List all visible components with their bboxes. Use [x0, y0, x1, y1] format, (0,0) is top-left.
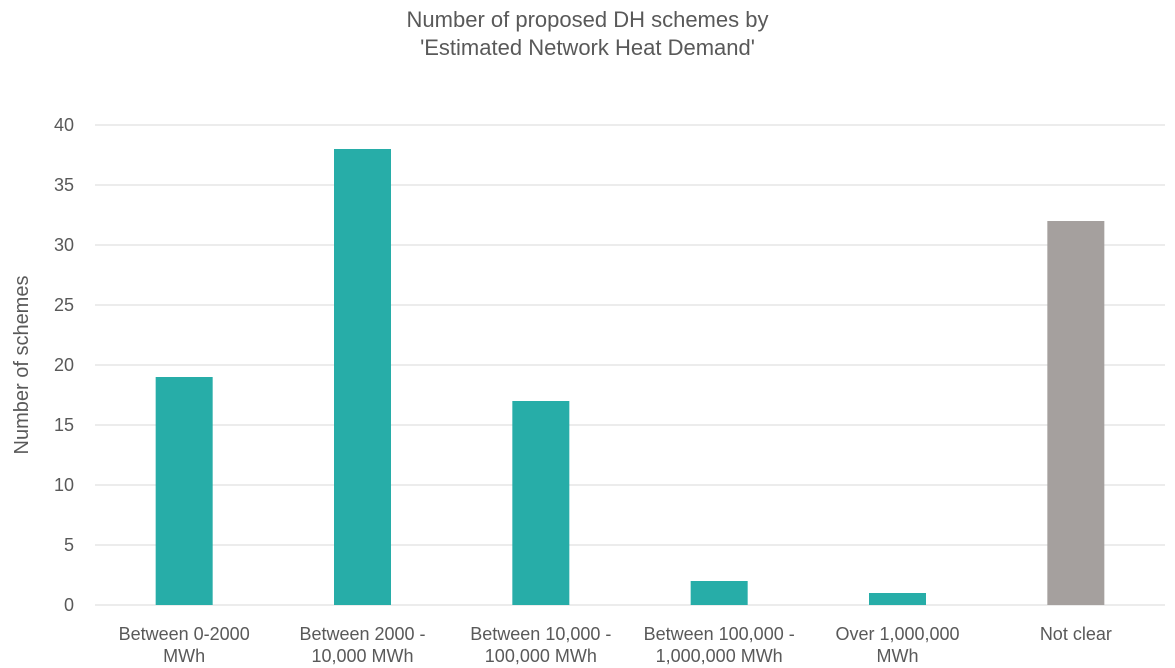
y-tick-label: 0 — [64, 595, 74, 615]
x-tick-label-line: MWh — [163, 646, 205, 666]
x-tick-label: Between 100,000 -1,000,000 MWh — [644, 624, 795, 666]
x-tick-label-line: Between 100,000 - — [644, 624, 795, 644]
x-tick-label-line: 10,000 MWh — [311, 646, 413, 666]
y-axis-label: Number of schemes — [11, 276, 33, 455]
bar — [155, 377, 213, 605]
bar — [334, 149, 391, 605]
bars — [155, 149, 1105, 605]
bar — [1047, 221, 1105, 605]
y-axis-ticks: 0 5 10 15 20 25 30 35 40 — [54, 115, 74, 615]
bar — [512, 401, 570, 605]
y-tick-label: 35 — [54, 175, 74, 195]
x-tick-label-line: Between 2000 - — [299, 624, 425, 644]
y-tick-label: 15 — [54, 415, 74, 435]
y-tick-label: 20 — [54, 355, 74, 375]
y-tick-label: 25 — [54, 295, 74, 315]
bar — [690, 581, 748, 605]
x-tick-label: Between 0-2000 MWh — [119, 624, 250, 666]
gridlines — [95, 124, 1165, 606]
bar — [869, 593, 926, 605]
x-tick-label: Between 2000 -10,000 MWh — [299, 624, 425, 666]
y-tick-label: 40 — [54, 115, 74, 135]
x-tick-label-line: Between 0-2000 — [119, 624, 250, 644]
chart-title-line-1: Number of proposed DH schemes by — [406, 7, 769, 32]
x-tick-label: Over 1,000,000 MWh — [835, 624, 959, 666]
x-tick-label-line: Not clear — [1040, 624, 1112, 644]
y-tick-label: 5 — [64, 535, 74, 555]
x-tick-label-line: 100,000 MWh — [485, 646, 597, 666]
y-tick-label: 10 — [54, 475, 74, 495]
x-tick-label: Not clear — [1040, 624, 1112, 644]
y-tick-label: 30 — [54, 235, 74, 255]
x-tick-label-line: Between 10,000 - — [470, 624, 611, 644]
x-tick-label-line: 1,000,000 MWh — [656, 646, 783, 666]
x-tick-label-line: MWh — [877, 646, 919, 666]
x-tick-label: Between 10,000 -100,000 MWh — [470, 624, 611, 666]
x-tick-label-line: Over 1,000,000 — [835, 624, 959, 644]
chart-title-line-2: 'Estimated Network Heat Demand' — [420, 35, 755, 60]
